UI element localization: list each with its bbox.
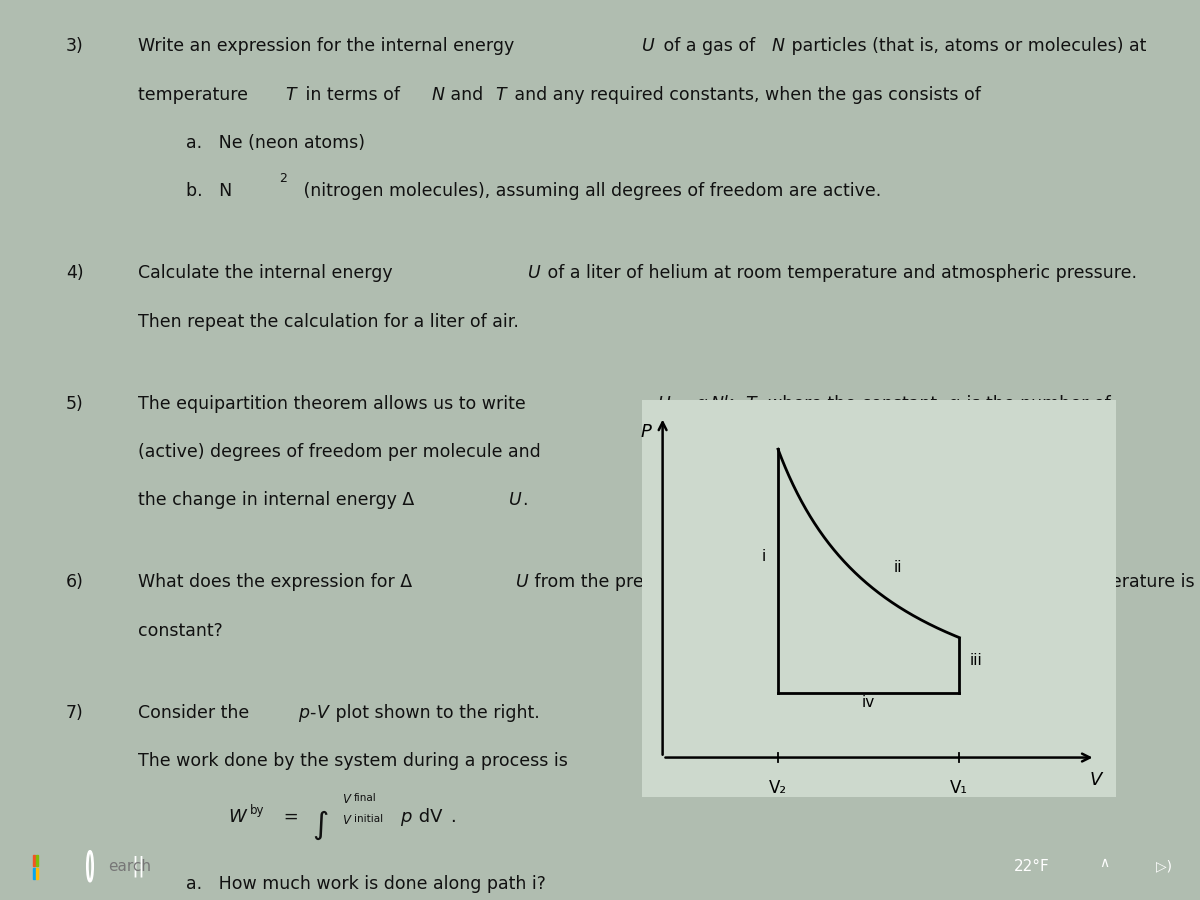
Text: ||: || bbox=[131, 856, 145, 877]
Text: iii: iii bbox=[970, 653, 983, 668]
Text: U: U bbox=[642, 38, 655, 56]
Text: of a gas of: of a gas of bbox=[658, 38, 761, 56]
FancyBboxPatch shape bbox=[34, 868, 35, 879]
Text: The equipartition theorem allows us to write: The equipartition theorem allows us to w… bbox=[138, 395, 532, 413]
Text: V: V bbox=[342, 814, 350, 827]
Text: in terms of: in terms of bbox=[300, 86, 406, 104]
Text: =: = bbox=[278, 807, 305, 825]
Text: =: = bbox=[670, 395, 695, 413]
Text: V: V bbox=[1090, 771, 1102, 789]
Text: W: W bbox=[228, 807, 246, 825]
FancyBboxPatch shape bbox=[36, 855, 38, 866]
Text: the change in internal energy Δ: the change in internal energy Δ bbox=[138, 491, 414, 509]
Text: 7): 7) bbox=[66, 704, 84, 722]
Text: U: U bbox=[996, 573, 1009, 591]
Text: Consider the: Consider the bbox=[138, 704, 254, 722]
Text: initial: initial bbox=[354, 814, 383, 824]
Text: .: . bbox=[522, 491, 528, 509]
Text: dV: dV bbox=[413, 807, 443, 825]
Text: ∧: ∧ bbox=[1099, 856, 1109, 870]
Text: final: final bbox=[354, 793, 377, 803]
Text: ii: ii bbox=[893, 560, 901, 575]
Text: b.   N: b. N bbox=[186, 183, 233, 201]
Text: N: N bbox=[432, 86, 445, 104]
Text: ▷): ▷) bbox=[1156, 860, 1172, 873]
Text: U: U bbox=[658, 395, 671, 413]
Text: N: N bbox=[772, 38, 785, 56]
Text: iv: iv bbox=[862, 695, 875, 710]
Text: V₁: V₁ bbox=[950, 778, 968, 796]
Text: U: U bbox=[509, 491, 522, 509]
Text: P: P bbox=[641, 423, 652, 441]
Text: T: T bbox=[745, 395, 756, 413]
Text: particles (that is, atoms or molecules) at: particles (that is, atoms or molecules) … bbox=[786, 38, 1146, 56]
Text: by: by bbox=[250, 805, 264, 817]
Text: temperature: temperature bbox=[138, 86, 253, 104]
Text: The work done by the system during a process is: The work done by the system during a pro… bbox=[138, 752, 568, 770]
FancyBboxPatch shape bbox=[34, 855, 35, 866]
Text: and any required constants, when the gas consists of: and any required constants, when the gas… bbox=[509, 86, 980, 104]
Text: U: U bbox=[528, 265, 541, 283]
Text: a.   How much work is done along path i?: a. How much work is done along path i? bbox=[186, 875, 546, 893]
Text: if the temperature is: if the temperature is bbox=[1009, 573, 1195, 591]
Text: i: i bbox=[762, 549, 766, 564]
Text: plot shown to the right.: plot shown to the right. bbox=[330, 704, 540, 722]
Text: k: k bbox=[666, 443, 676, 461]
Text: U: U bbox=[516, 573, 529, 591]
Text: p: p bbox=[298, 704, 308, 722]
Text: , where the constant: , where the constant bbox=[757, 395, 943, 413]
Text: (active) degrees of freedom per molecule and: (active) degrees of freedom per molecule… bbox=[138, 443, 546, 461]
Text: 5): 5) bbox=[66, 395, 84, 413]
Text: V: V bbox=[342, 793, 350, 806]
Text: constant?: constant? bbox=[138, 622, 223, 640]
Text: Then repeat the calculation for a liter of air.: Then repeat the calculation for a liter … bbox=[138, 312, 518, 330]
Text: ∫: ∫ bbox=[312, 811, 329, 841]
Text: What does the expression for Δ: What does the expression for Δ bbox=[138, 573, 412, 591]
Text: is the number of: is the number of bbox=[961, 395, 1111, 413]
Text: and: and bbox=[445, 86, 488, 104]
Text: .: . bbox=[450, 807, 456, 825]
Text: Calculate the internal energy: Calculate the internal energy bbox=[138, 265, 398, 283]
Text: is Boltzmann’s constant.  Write an expression for: is Boltzmann’s constant. Write an expres… bbox=[677, 443, 1110, 461]
Text: earch: earch bbox=[108, 859, 151, 874]
FancyBboxPatch shape bbox=[36, 868, 38, 879]
Text: T: T bbox=[496, 86, 506, 104]
Text: α: α bbox=[948, 395, 960, 413]
Text: 6): 6) bbox=[66, 573, 84, 591]
Text: 22°F: 22°F bbox=[1014, 859, 1050, 874]
Text: T: T bbox=[286, 86, 296, 104]
Text: V₂: V₂ bbox=[769, 778, 787, 796]
Text: Nk: Nk bbox=[710, 395, 733, 413]
Text: of a liter of helium at room temperature and atmospheric pressure.: of a liter of helium at room temperature… bbox=[542, 265, 1138, 283]
Text: from the previous problem say about Δ: from the previous problem say about Δ bbox=[529, 573, 877, 591]
Text: p: p bbox=[400, 807, 410, 825]
Text: -: - bbox=[310, 704, 316, 722]
Text: (nitrogen molecules), assuming all degrees of freedom are active.: (nitrogen molecules), assuming all degre… bbox=[298, 183, 881, 201]
Text: 3): 3) bbox=[66, 38, 84, 56]
Text: 4): 4) bbox=[66, 265, 84, 283]
Text: 2: 2 bbox=[280, 172, 288, 185]
Text: Write an expression for the internal energy: Write an expression for the internal ene… bbox=[138, 38, 520, 56]
Text: V: V bbox=[317, 704, 329, 722]
Text: a.   Ne (neon atoms): a. Ne (neon atoms) bbox=[186, 134, 365, 152]
Text: α: α bbox=[696, 395, 708, 413]
